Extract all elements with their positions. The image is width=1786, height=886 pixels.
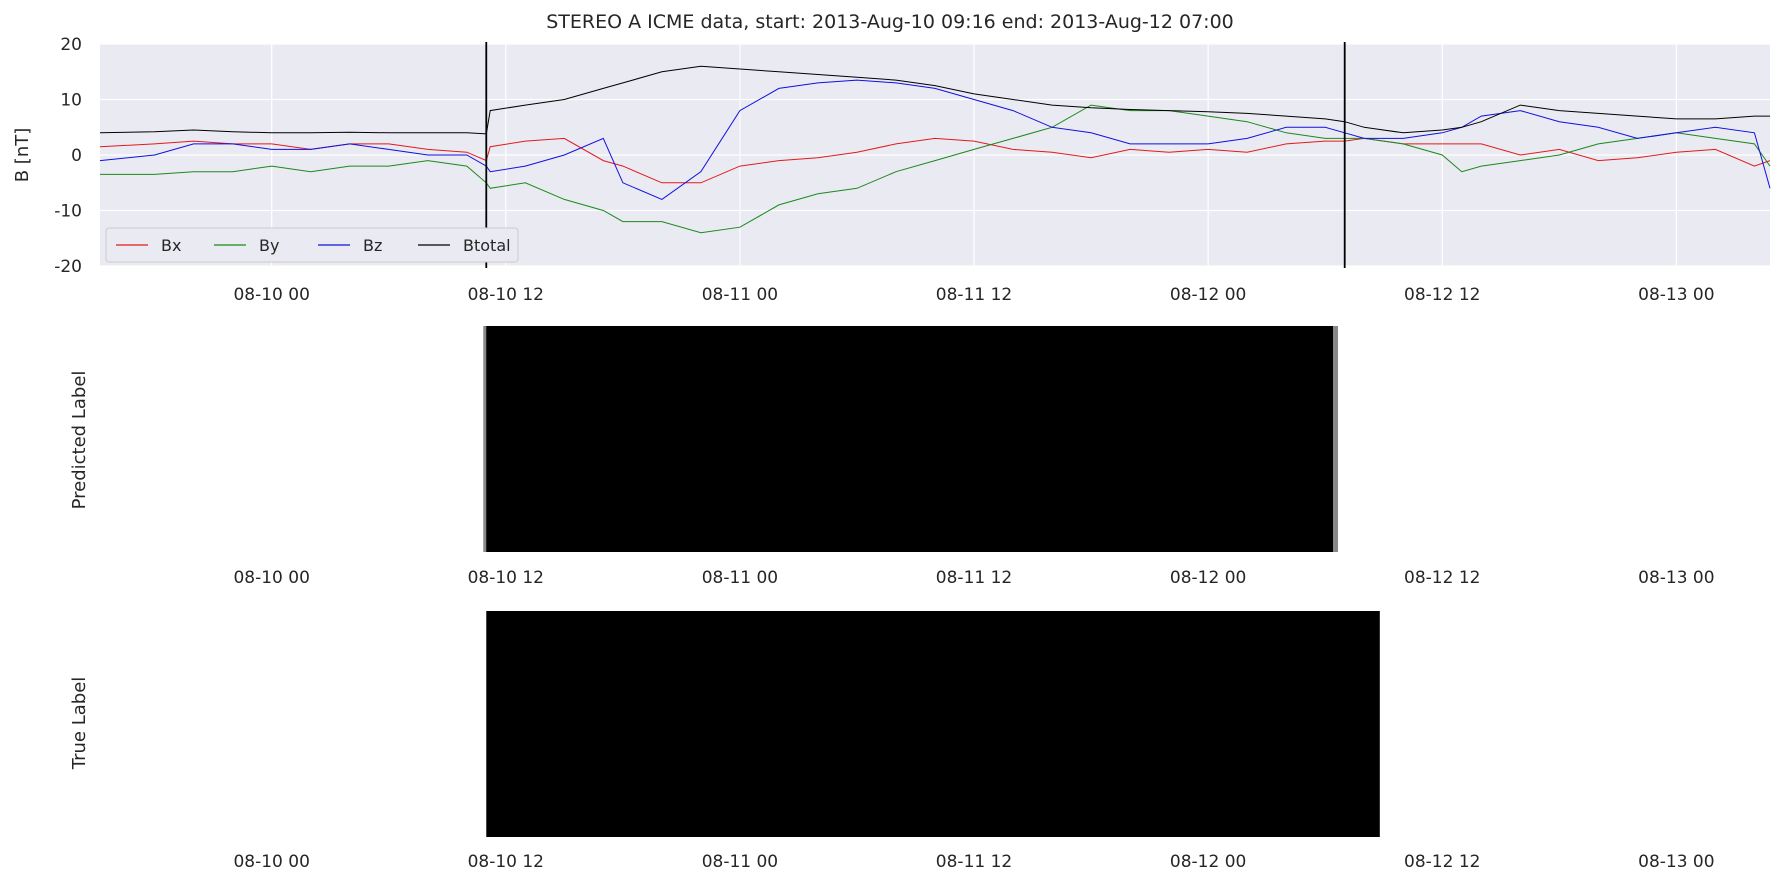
x-tick-label: 08-11 12 xyxy=(936,852,1012,872)
series-line-btotal xyxy=(99,65,1770,135)
x-tick-label: 08-11 12 xyxy=(936,285,1012,305)
y-axis-label: True Label xyxy=(69,677,90,771)
x-tick-label: 08-10 00 xyxy=(233,285,309,305)
y-axis-label: B [nT] xyxy=(12,128,33,183)
series-line-bz xyxy=(99,79,1771,200)
x-tick-label: 08-10 12 xyxy=(468,852,544,872)
x-tick-label: 08-12 00 xyxy=(1170,285,1246,305)
y-tick-label: -10 xyxy=(54,202,82,222)
y-tick-label: 10 xyxy=(60,91,82,111)
true-label-panel: 08-10 00 08-10 12 08-11 00 08-11 12 08-12 00… xyxy=(69,611,1715,872)
predicted-label-panel: 08-10 00 08-10 12 08-11 00 08-11 12 08-12 00… xyxy=(69,326,1715,588)
true-interval xyxy=(486,611,1380,837)
x-tick-labels: 08-10 00 08-10 12 08-11 00 08-11 12 08-12 00… xyxy=(233,852,1714,872)
x-tick-label: 08-13 00 xyxy=(1638,285,1714,305)
x-tick-label: 08-11 00 xyxy=(702,852,778,872)
legend-label-bx: Bx xyxy=(161,236,181,255)
x-tick-label: 08-10 00 xyxy=(233,568,309,588)
y-axis-label: Predicted Label xyxy=(69,371,90,510)
x-tick-label: 08-12 12 xyxy=(1404,285,1480,305)
y-tick-label: 0 xyxy=(71,146,82,166)
x-tick-label: 08-12 12 xyxy=(1404,852,1480,872)
x-tick-label: 08-11 00 xyxy=(702,285,778,305)
series-line-by xyxy=(100,104,1771,234)
chart-title: STEREO A ICME data, start: 2013-Aug-10 0… xyxy=(546,11,1234,33)
x-tick-labels: 08-10 00 08-10 12 08-11 00 08-11 12 08-12 00… xyxy=(233,568,1714,588)
series-lines xyxy=(99,65,1771,234)
legend-box xyxy=(105,227,519,263)
legend-label-btotal: Btotal xyxy=(463,236,511,255)
x-tick-label: 08-10 12 xyxy=(468,568,544,588)
x-tick-label: 08-12 12 xyxy=(1404,568,1480,588)
x-tick-label: 08-13 00 xyxy=(1638,852,1714,872)
x-tick-label: 08-10 00 xyxy=(233,852,309,872)
series-line-bx xyxy=(99,137,1771,184)
grid-lines xyxy=(100,43,1770,267)
x-tick-label: 08-12 00 xyxy=(1170,852,1246,872)
legend-label-by: By xyxy=(259,236,279,255)
true-interval-bar xyxy=(486,611,1380,837)
predicted-interval xyxy=(483,326,1338,552)
y-tick-label: 20 xyxy=(60,35,82,55)
legend: Bx By Bz Btotal xyxy=(105,227,519,263)
legend-label-bz: Bz xyxy=(363,236,382,255)
x-tick-labels: 08-10 00 08-10 12 08-11 00 08-11 12 08-12 00… xyxy=(233,285,1714,305)
y-tick-labels: 20 10 0 -10 -20 xyxy=(54,35,82,277)
x-tick-label: 08-13 00 xyxy=(1638,568,1714,588)
y-tick-label: -20 xyxy=(54,257,82,277)
x-tick-label: 08-11 00 xyxy=(702,568,778,588)
x-tick-label: 08-11 12 xyxy=(936,568,1012,588)
predicted-interval-core xyxy=(486,326,1333,552)
x-tick-label: 08-12 00 xyxy=(1170,568,1246,588)
x-tick-label: 08-10 12 xyxy=(468,285,544,305)
